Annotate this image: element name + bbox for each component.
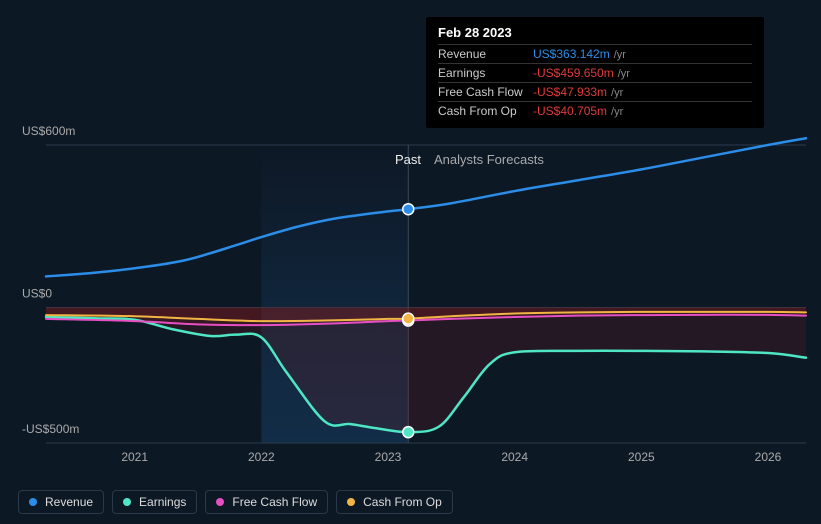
- x-axis-label: 2022: [248, 450, 275, 464]
- tooltip-metric-label: Cash From Op: [438, 104, 533, 118]
- chart-legend: Revenue Earnings Free Cash Flow Cash From O…: [18, 490, 453, 514]
- tooltip-metric-label: Earnings: [438, 66, 533, 80]
- legend-dot-icon: [123, 498, 131, 506]
- tooltip-unit: /yr: [611, 87, 623, 99]
- legend-label: Earnings: [139, 495, 186, 509]
- tooltip-metric-value: -US$47.933m: [533, 85, 607, 99]
- legend-item-free-cash-flow[interactable]: Free Cash Flow: [205, 490, 328, 514]
- tooltip-metric-value: -US$40.705m: [533, 104, 607, 118]
- tooltip-row: Earnings-US$459.650m/yr: [438, 63, 752, 82]
- x-axis-label: 2021: [121, 450, 148, 464]
- legend-label: Revenue: [45, 495, 93, 509]
- legend-item-earnings[interactable]: Earnings: [112, 490, 197, 514]
- legend-item-revenue[interactable]: Revenue: [18, 490, 104, 514]
- legend-dot-icon: [347, 498, 355, 506]
- x-axis-label: 2026: [755, 450, 782, 464]
- tooltip-unit: /yr: [611, 106, 623, 118]
- chart-tooltip: Feb 28 2023 RevenueUS$363.142m/yrEarning…: [426, 17, 764, 128]
- tooltip-row: RevenueUS$363.142m/yr: [438, 44, 752, 63]
- y-axis-label: -US$500m: [22, 422, 79, 436]
- tooltip-unit: /yr: [614, 49, 626, 61]
- x-axis-label: 2025: [628, 450, 655, 464]
- legend-dot-icon: [216, 498, 224, 506]
- tooltip-row: Free Cash Flow-US$47.933m/yr: [438, 82, 752, 101]
- past-section-label: Past: [395, 152, 421, 167]
- tooltip-metric-value: US$363.142m: [533, 47, 610, 61]
- series-line-revenue: [46, 138, 806, 276]
- x-axis-label: 2023: [375, 450, 402, 464]
- tooltip-metric-label: Free Cash Flow: [438, 85, 533, 99]
- tooltip-metric-label: Revenue: [438, 47, 533, 61]
- y-axis-label: US$0: [22, 287, 52, 301]
- legend-item-cash-from-op[interactable]: Cash From Op: [336, 490, 453, 514]
- legend-dot-icon: [29, 498, 37, 506]
- financial-chart: US$600m US$0 -US$500m 2021 2022 2023 2024 2025 2…: [0, 0, 821, 524]
- x-axis-label: 2024: [501, 450, 528, 464]
- tooltip-unit: /yr: [618, 68, 630, 80]
- y-axis-label: US$600m: [22, 124, 75, 138]
- tooltip-date: Feb 28 2023: [438, 25, 752, 44]
- legend-label: Free Cash Flow: [232, 495, 317, 509]
- forecast-section-label: Analysts Forecasts: [434, 152, 544, 167]
- legend-label: Cash From Op: [363, 495, 442, 509]
- tooltip-metric-value: -US$459.650m: [533, 66, 614, 80]
- tooltip-row: Cash From Op-US$40.705m/yr: [438, 101, 752, 120]
